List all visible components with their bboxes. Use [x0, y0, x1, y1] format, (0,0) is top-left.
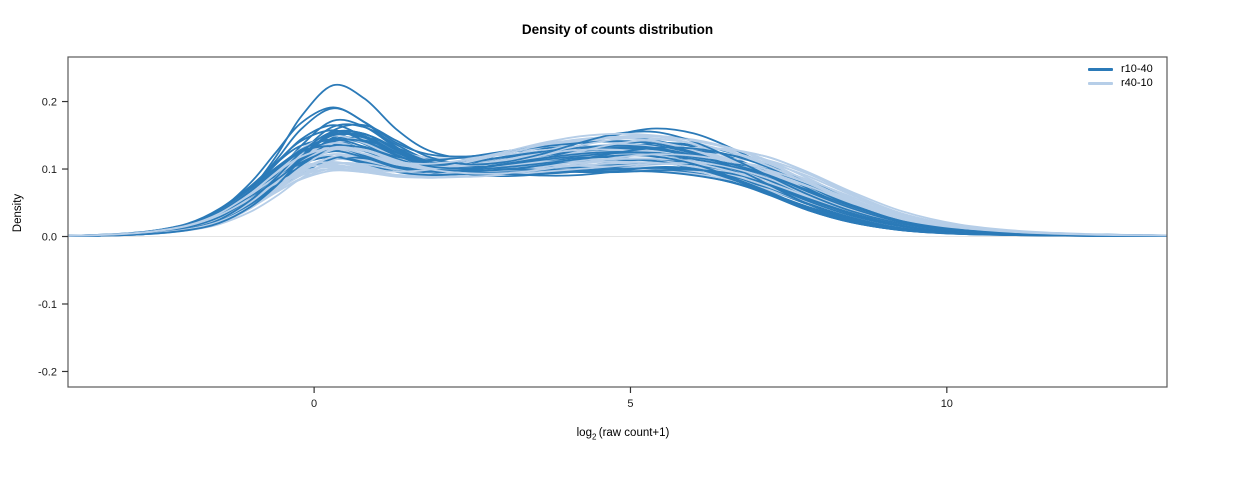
- y-tick-label: 0.0: [42, 231, 57, 243]
- density-curve-r40-10: [68, 135, 1167, 237]
- x-axis-label-base: log: [576, 427, 592, 439]
- legend-entry-r10-40[interactable]: r10-40: [1088, 64, 1153, 75]
- legend-line-swatch-dark: [1088, 68, 1113, 71]
- y-tick-label: 0.1: [42, 164, 57, 176]
- y-tick-label: 0.2: [42, 96, 57, 108]
- x-tick-label: 0: [311, 398, 317, 410]
- x-axis-label-subscript: 2: [591, 432, 597, 442]
- x-axis-label-rest: (raw count+1): [596, 427, 670, 439]
- density-curve-r10-40: [68, 123, 1167, 237]
- legend-label: r10-40: [1121, 63, 1153, 75]
- x-axis-label: log2 (raw count+1): [68, 427, 1178, 441]
- density-curve-r40-10: [68, 132, 1167, 237]
- plot-box: [67, 56, 1168, 388]
- density-curve-r10-40: [68, 130, 1167, 237]
- legend-label: r40-10: [1121, 77, 1153, 89]
- legend-line-swatch-light: [1088, 82, 1113, 85]
- density-curve-r10-40: [68, 144, 1167, 237]
- y-tick-label: -0.2: [38, 366, 57, 378]
- legend-entry-r40-10[interactable]: r40-10: [1088, 78, 1153, 89]
- x-tick-label: 10: [941, 398, 953, 410]
- x-tick-label: 5: [627, 398, 633, 410]
- y-axis-label: Density: [12, 193, 24, 233]
- chart-title: Density of counts distribution: [521, 22, 714, 37]
- density-curve-r10-40: [68, 145, 1167, 237]
- y-tick-label: -0.1: [38, 299, 57, 311]
- density-curves-group: [68, 83, 1167, 237]
- legend: r10-40 r40-10: [1088, 64, 1153, 89]
